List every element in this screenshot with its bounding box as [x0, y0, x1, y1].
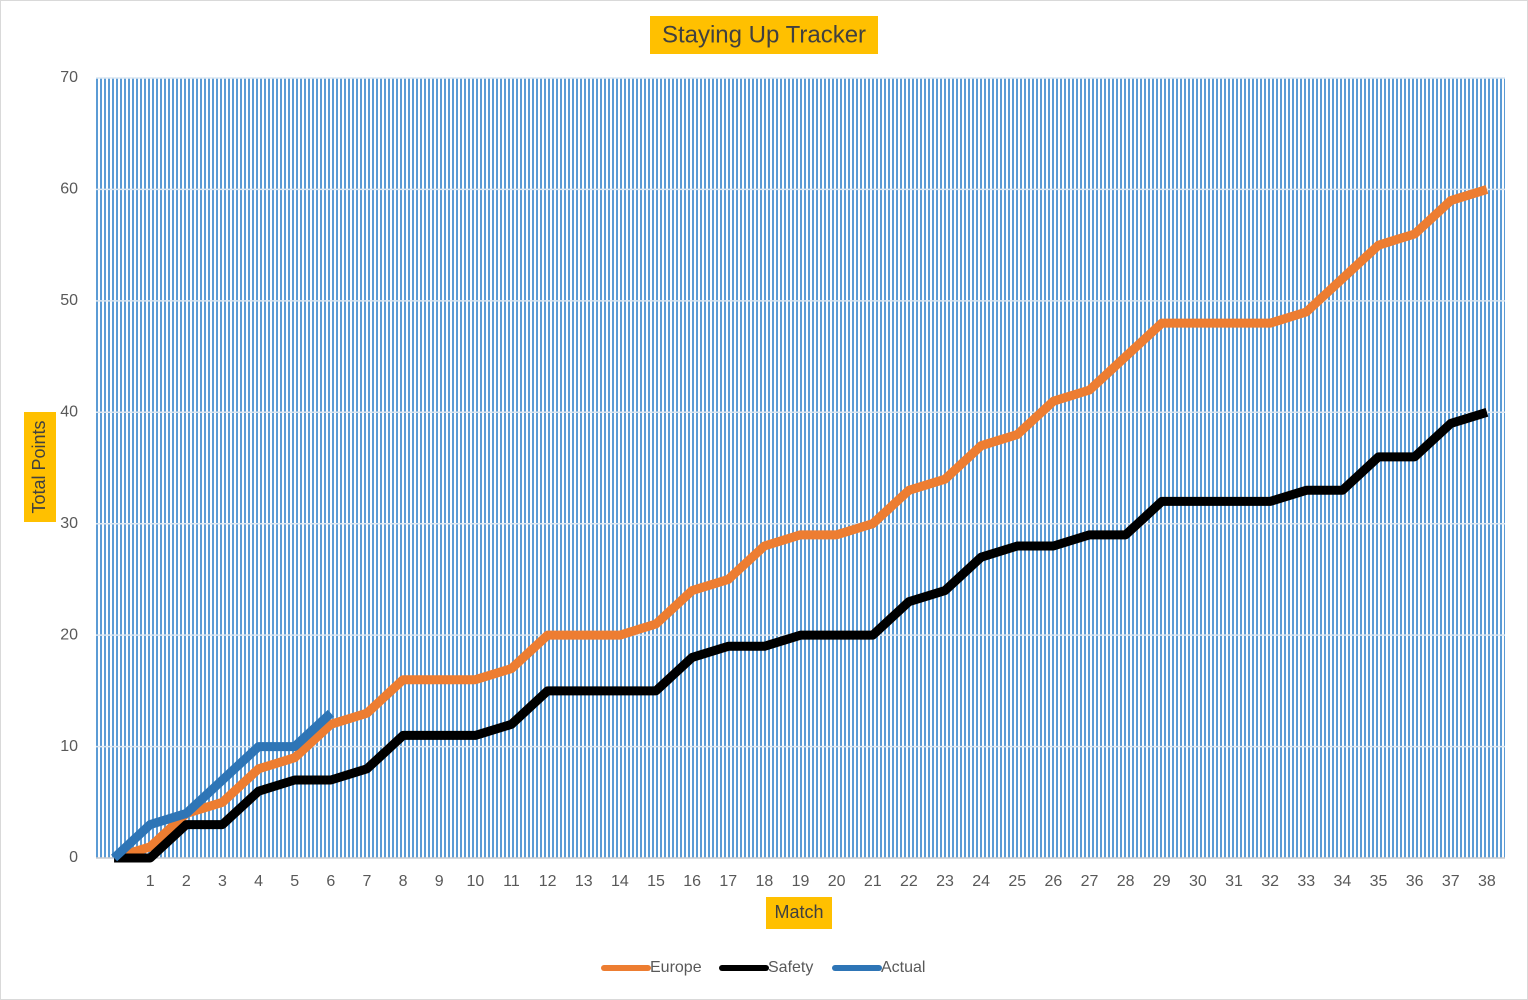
x-tick-label: 18 [755, 873, 773, 890]
x-tick-label: 21 [864, 873, 882, 890]
x-tick-label: 9 [435, 873, 444, 890]
x-tick-label: 37 [1442, 873, 1460, 890]
series-line [111, 709, 334, 862]
y-axis-title: Total Points [29, 420, 49, 513]
x-tick-label: 5 [290, 873, 299, 890]
y-tick-label: 30 [60, 515, 78, 532]
x-tick-label: 10 [466, 873, 484, 890]
x-tick-label: 25 [1008, 873, 1026, 890]
title-background [650, 16, 878, 54]
x-tick-label: 3 [218, 873, 227, 890]
chart-title: Staying Up Tracker [662, 21, 866, 48]
x-tick-label: 17 [719, 873, 737, 890]
x-tick-label: 16 [683, 873, 701, 890]
x-tick-label: 12 [539, 873, 557, 890]
legend-label: Actual [881, 959, 925, 976]
x-axis-title: Match [774, 902, 823, 922]
x-tick-label: 29 [1153, 873, 1171, 890]
x-tick-label: 8 [399, 873, 408, 890]
y-tick-label: 70 [60, 69, 78, 86]
x-tick-label: 26 [1044, 873, 1062, 890]
legend-label: Safety [768, 959, 813, 976]
x-tick-label: 36 [1406, 873, 1424, 890]
x-tick-label: 33 [1297, 873, 1315, 890]
x-tick-label: 15 [647, 873, 665, 890]
y-tick-label: 10 [60, 738, 78, 755]
x-tick-label: 4 [254, 873, 263, 890]
x-tick-label: 34 [1334, 873, 1352, 890]
legend-label: Europe [650, 959, 702, 976]
x-tick-label: 22 [900, 873, 918, 890]
y-tick-label: 60 [60, 181, 78, 198]
x-tick-label: 11 [503, 873, 520, 890]
series-line [112, 185, 1489, 863]
x-tick-label: 2 [182, 873, 191, 890]
y-title-background [24, 412, 56, 522]
x-tick-label: 6 [326, 873, 335, 890]
series-line [114, 407, 1489, 863]
y-tick-label: 50 [60, 292, 78, 309]
y-tick-label: 40 [60, 404, 78, 421]
x-tick-label: 35 [1370, 873, 1388, 890]
y-tick-label: 0 [69, 849, 78, 866]
x-tick-label: 20 [828, 873, 846, 890]
x-tick-label: 19 [792, 873, 810, 890]
x-tick-label: 38 [1478, 873, 1496, 890]
x-tick-label: 14 [611, 873, 629, 890]
x-tick-label: 27 [1081, 873, 1099, 890]
x-tick-label: 32 [1261, 873, 1279, 890]
x-tick-label: 31 [1225, 873, 1243, 890]
x-tick-label: 7 [363, 873, 372, 890]
x-title-background [766, 897, 832, 929]
x-tick-label: 24 [972, 873, 990, 890]
x-tick-label: 28 [1117, 873, 1135, 890]
y-tick-label: 20 [60, 626, 78, 643]
x-tick-label: 13 [575, 873, 593, 890]
x-tick-label: 30 [1189, 873, 1207, 890]
x-tick-label: 23 [936, 873, 954, 890]
x-tick-label: 1 [146, 873, 155, 890]
